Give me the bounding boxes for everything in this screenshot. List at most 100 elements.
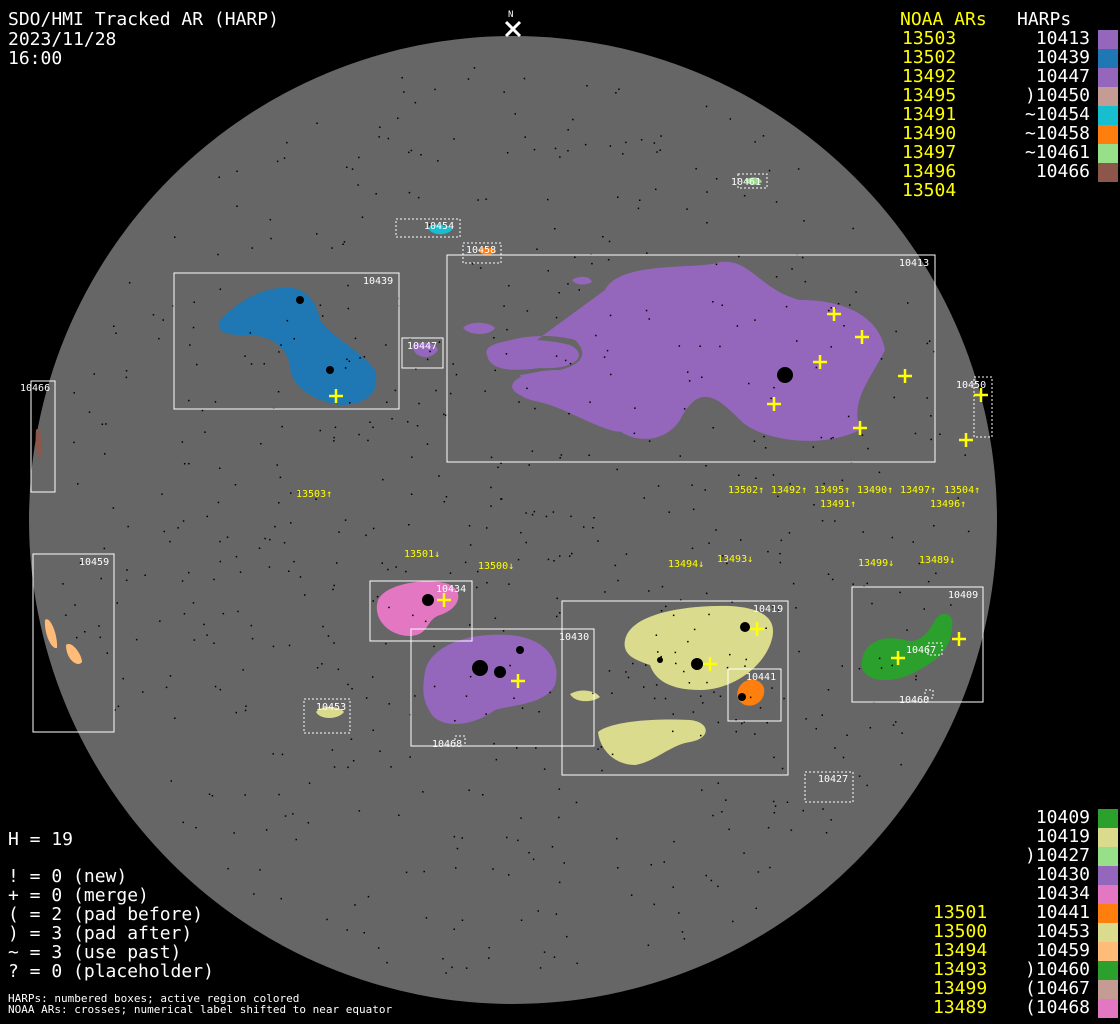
magnetic-speckle	[575, 801, 578, 804]
magnetic-speckle	[633, 432, 636, 435]
magnetic-speckle	[648, 318, 650, 320]
magnetic-speckle	[665, 605, 667, 608]
magnetic-speckle	[770, 397, 772, 400]
magnetic-speckle	[687, 371, 689, 373]
magnetic-speckle	[128, 282, 131, 284]
magnetic-speckle	[715, 529, 717, 531]
magnetic-speckle	[488, 946, 490, 949]
magnetic-speckle	[704, 489, 706, 491]
magnetic-speckle	[878, 471, 881, 474]
magnetic-speckle	[764, 447, 767, 449]
harp-box-label: 10450	[956, 380, 986, 391]
magnetic-speckle	[726, 666, 729, 669]
magnetic-speckle	[611, 692, 613, 694]
legend-color-swatch	[1098, 30, 1118, 49]
magnetic-speckle	[239, 571, 242, 573]
magnetic-speckle	[554, 147, 557, 150]
magnetic-speckle	[338, 531, 340, 533]
magnetic-speckle	[408, 191, 411, 194]
magnetic-speckle	[192, 602, 195, 604]
magnetic-speckle	[227, 867, 229, 870]
magnetic-speckle	[365, 534, 367, 537]
time: 16:00	[8, 48, 63, 69]
magnetic-speckle	[712, 427, 714, 429]
magnetic-speckle	[660, 655, 662, 658]
magnetic-speckle	[788, 532, 791, 534]
magnetic-speckle	[692, 508, 695, 511]
magnetic-speckle	[331, 247, 333, 249]
harp-box-label: 10460	[899, 695, 929, 706]
magnetic-speckle	[188, 571, 190, 574]
sunspot	[422, 594, 434, 606]
magnetic-speckle	[465, 967, 468, 969]
active-region-patch	[376, 581, 459, 636]
magnetic-speckle	[426, 443, 429, 445]
magnetic-speckle	[907, 302, 909, 304]
legend-noaa-ar: 13499	[933, 978, 988, 999]
magnetic-speckle	[500, 498, 503, 500]
magnetic-speckle	[834, 520, 836, 522]
magnetic-speckle	[717, 885, 719, 888]
magnetic-speckle	[278, 793, 280, 796]
magnetic-speckle	[600, 746, 603, 748]
magnetic-speckle	[753, 440, 756, 442]
magnetic-speckle	[779, 561, 782, 564]
magnetic-speckle	[485, 713, 487, 715]
magnetic-speckle	[388, 703, 390, 705]
magnetic-speckle	[508, 583, 510, 585]
magnetic-speckle	[372, 600, 374, 602]
magnetic-speckle	[264, 537, 266, 540]
legend-noaa-ar: 13502	[902, 47, 957, 68]
magnetic-speckle	[295, 838, 297, 841]
noaa-ar-label: 13500↓	[478, 561, 514, 572]
magnetic-speckle	[482, 794, 484, 796]
magnetic-speckle	[494, 617, 497, 619]
magnetic-speckle	[604, 591, 606, 593]
magnetic-speckle	[852, 227, 854, 230]
magnetic-speckle	[915, 678, 917, 681]
magnetic-speckle	[813, 504, 815, 506]
magnetic-speckle	[754, 733, 756, 735]
magnetic-speckle	[125, 376, 128, 379]
magnetic-speckle	[639, 199, 641, 201]
magnetic-speckle	[939, 433, 941, 435]
magnetic-speckle	[801, 256, 804, 259]
magnetic-speckle	[672, 730, 674, 733]
magnetic-speckle	[926, 342, 929, 345]
magnetic-speckle	[842, 756, 845, 759]
harp-box-label: 10467	[906, 645, 936, 656]
active-region-patch	[218, 287, 377, 405]
magnetic-speckle	[347, 307, 350, 310]
noaa-ar-cross	[898, 369, 912, 383]
magnetic-speckle	[165, 686, 168, 689]
legend-noaa-ar: 13504	[902, 180, 957, 201]
magnetic-speckle	[461, 837, 463, 839]
magnetic-speckle	[743, 852, 745, 854]
magnetic-speckle	[617, 196, 619, 198]
magnetic-speckle	[721, 811, 723, 813]
magnetic-speckle	[661, 585, 664, 588]
magnetic-speckle	[536, 248, 538, 250]
magnetic-speckle	[719, 345, 721, 348]
harp-box-label: 10409	[948, 590, 978, 601]
legend-color-swatch	[1098, 866, 1118, 885]
magnetic-speckle	[862, 531, 864, 533]
legend-harp: 10430	[1035, 864, 1090, 885]
magnetic-speckle	[614, 564, 617, 567]
magnetic-speckle	[433, 645, 435, 648]
magnetic-speckle	[797, 168, 800, 170]
noaa-ar-label: 13503↑	[296, 489, 332, 500]
magnetic-speckle	[569, 555, 571, 557]
magnetic-speckle	[660, 610, 663, 612]
magnetic-speckle	[608, 670, 611, 672]
magnetic-speckle	[630, 894, 633, 896]
magnetic-speckle	[775, 276, 778, 278]
magnetic-speckle	[683, 670, 685, 673]
magnetic-speckle	[258, 547, 261, 549]
magnetic-speckle	[170, 780, 172, 782]
magnetic-speckle	[558, 292, 560, 294]
magnetic-speckle	[169, 540, 171, 543]
magnetic-speckle	[728, 828, 730, 831]
legend-harp: 10453	[1035, 921, 1090, 942]
